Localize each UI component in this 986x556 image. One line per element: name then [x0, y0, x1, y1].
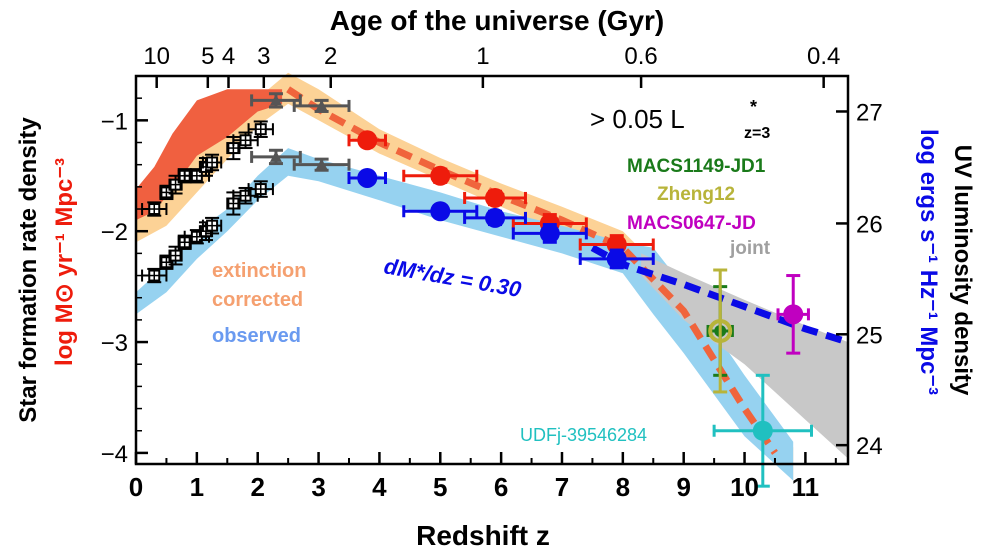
- legend-zheng12: Zheng12: [657, 184, 735, 205]
- right-axis-units: log ergs s⁻¹ Hz⁻¹ Mpc⁻³: [915, 129, 942, 395]
- marker-triangle: [269, 94, 282, 106]
- marker-circle: [485, 187, 506, 208]
- x-tick-label: 7: [555, 472, 569, 502]
- point-low-z-extinction-corrected: [141, 201, 168, 217]
- top-tick-label: 0.4: [807, 43, 840, 70]
- point-low-z-extinction-corrected: [168, 174, 183, 195]
- luminosity-limit-label: > 0.05 L * z=3: [590, 97, 770, 142]
- point-bouwens-observed: [578, 248, 655, 270]
- data-points: [141, 92, 813, 488]
- point-zheng12: [708, 268, 733, 394]
- point-bouwens-corrected: [463, 187, 527, 208]
- x-tick-label: 1: [190, 472, 204, 502]
- point-low-z-extinction-corrected: [247, 120, 274, 138]
- top-tick-label: 3: [257, 43, 270, 70]
- x-tick-label: 5: [433, 472, 447, 502]
- right-axis-title: UV luminosity density: [949, 145, 976, 396]
- marker-circle: [708, 318, 733, 343]
- top-tick-label: 2: [324, 43, 337, 70]
- marker-circle: [783, 304, 804, 325]
- left-axis-units: log M⊙ yr⁻¹ Mpc⁻³: [51, 158, 78, 366]
- point-z-2-3-corrected: [292, 98, 351, 113]
- slope-annotation: dM*/dz = 0.30: [382, 253, 524, 302]
- point-z-2-3-observed: [250, 148, 302, 166]
- left-axis-title: Star formation rate density: [15, 117, 42, 423]
- marker-circle: [430, 201, 451, 222]
- y-left-tick-label: −4: [101, 441, 128, 468]
- point-bouwens-observed: [511, 223, 588, 244]
- x-tick-label: 9: [676, 472, 690, 502]
- x-tick-label: 11: [792, 472, 820, 502]
- point-low-z-observed: [247, 180, 274, 198]
- marker-triangle: [315, 99, 328, 111]
- point-bouwens-corrected: [347, 130, 388, 151]
- x-tick-label: 8: [616, 472, 630, 502]
- point-macs0647-jd: [776, 274, 810, 355]
- y-right-tick-label: 26: [856, 211, 883, 238]
- point-low-z-observed: [168, 245, 183, 266]
- point-z-2-3-corrected: [250, 92, 302, 109]
- top-tick-label: 4: [222, 43, 235, 70]
- y-right-tick-label: 25: [856, 322, 883, 349]
- point-low-z-observed: [141, 267, 168, 284]
- label-udfj: UDFj-39546284: [520, 425, 647, 445]
- top-tick-label: 0.6: [624, 43, 657, 70]
- y-right-tick-label: 24: [856, 433, 883, 460]
- x-tick-label: 6: [494, 472, 508, 502]
- y-left-tick-label: −1: [101, 108, 128, 135]
- point-low-z-observed: [232, 186, 259, 205]
- label-corrected: corrected: [212, 289, 303, 311]
- point-bouwens-observed: [463, 207, 527, 228]
- luminosity-limit-sub: z=3: [744, 125, 770, 142]
- marker-triangle: [269, 150, 282, 162]
- marker-circle: [606, 248, 627, 269]
- plot-frame: [134, 74, 850, 466]
- legend-macs1149: MACS1149-JD1: [627, 156, 766, 177]
- y-left-tick-label: −3: [101, 330, 128, 357]
- x-tick-label: 2: [250, 472, 264, 502]
- top-axis-title: Age of the universe (Gyr): [330, 5, 665, 36]
- point-bouwens-observed: [402, 201, 479, 222]
- y-left-tick-label: −2: [101, 219, 128, 246]
- label-observed: observed: [212, 325, 301, 347]
- point-low-z-extinction-corrected: [201, 153, 223, 172]
- point-z-2-3-observed: [292, 157, 351, 172]
- x-tick-label: 0: [129, 472, 143, 502]
- point-bouwens-observed: [347, 167, 388, 188]
- top-tick-label: 5: [201, 43, 214, 70]
- x-tick-label: 3: [311, 472, 325, 502]
- y-right-tick-label: 27: [856, 99, 883, 126]
- marker-circle: [357, 130, 378, 151]
- x-tick-label: 10: [730, 472, 759, 502]
- luminosity-limit-sup: *: [750, 97, 757, 117]
- label-extinction: extinction: [212, 260, 306, 282]
- top-tick-label: 1: [476, 43, 489, 70]
- x-axis-title: Redshift z: [416, 520, 550, 551]
- top-tick-label: 10: [143, 43, 170, 70]
- marker-triangle: [315, 158, 328, 170]
- legend-joint: joint: [729, 238, 771, 259]
- marker-circle: [752, 420, 773, 441]
- x-tick-label: 4: [372, 472, 387, 502]
- joint-band: [641, 253, 848, 459]
- luminosity-limit-text: > 0.05 L: [590, 104, 685, 134]
- legend-macs0647: MACS0647-JD: [627, 213, 756, 234]
- point-udfj-39546284: [712, 373, 813, 488]
- marker-circle: [485, 207, 506, 228]
- marker-circle: [430, 165, 451, 186]
- marker-circle: [539, 223, 560, 244]
- point-low-z-observed: [201, 216, 223, 235]
- point-low-z-extinction-corrected: [159, 184, 174, 201]
- marker-circle: [357, 167, 378, 188]
- point-bouwens-corrected: [402, 165, 479, 186]
